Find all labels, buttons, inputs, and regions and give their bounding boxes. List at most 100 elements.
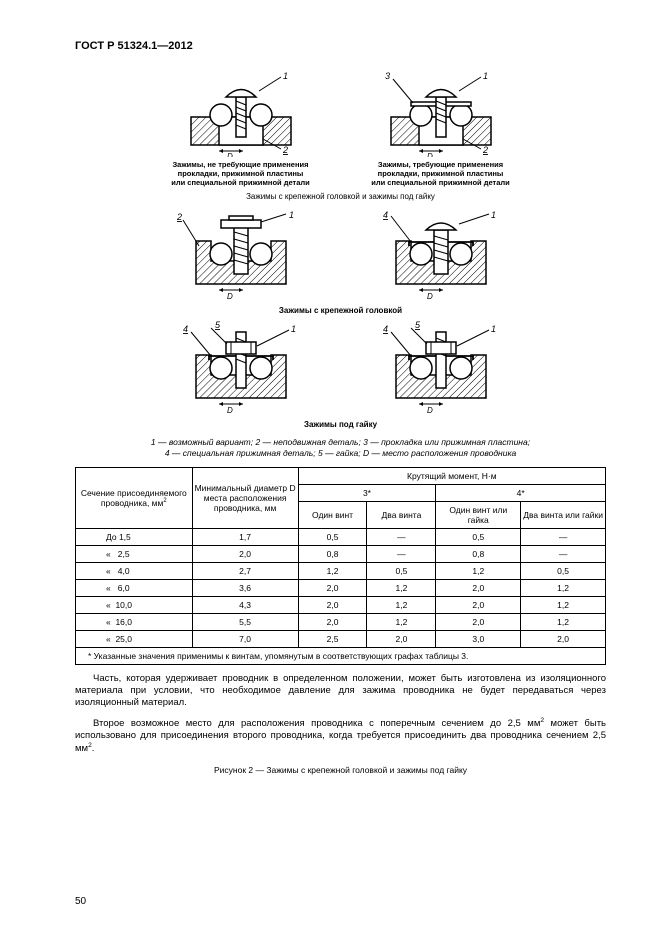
table-cell: 0,5 xyxy=(436,529,521,546)
svg-text:2: 2 xyxy=(176,212,182,222)
svg-text:3: 3 xyxy=(385,71,390,81)
table-cell: 4,3 xyxy=(192,597,298,614)
svg-text:1: 1 xyxy=(491,324,496,334)
th-diameter: Минимальный диаметр D места расположения… xyxy=(192,468,298,529)
table-cell: 2,0 xyxy=(192,546,298,563)
svg-text:1: 1 xyxy=(289,210,294,220)
table-cell: 2,0 xyxy=(436,580,521,597)
table-cell: 0,5 xyxy=(367,563,436,580)
table-cell: 2,0 xyxy=(367,631,436,648)
th-group-3: 3* xyxy=(298,485,436,502)
diagram-head-clamp-2: D 4 1 xyxy=(371,206,511,301)
th-two-screw-a: Два винта xyxy=(367,502,436,529)
th-group-4: 4* xyxy=(436,485,606,502)
caption-no-washer: Зажимы, не требующие применения прокладк… xyxy=(171,160,310,187)
th-section: Сечение присоединяемо­го проводника, мм xyxy=(81,488,187,508)
table-cell: « 4,0 xyxy=(76,563,193,580)
table-cell: 2,0 xyxy=(521,631,606,648)
svg-text:D: D xyxy=(227,152,233,157)
table-cell: До 1,5 xyxy=(76,529,193,546)
table-cell: 2,0 xyxy=(298,580,367,597)
table-cell: — xyxy=(367,529,436,546)
svg-text:1: 1 xyxy=(491,210,496,220)
svg-text:5: 5 xyxy=(215,320,221,330)
table-cell: 3,0 xyxy=(436,631,521,648)
table-cell: 0,5 xyxy=(298,529,367,546)
svg-text:D: D xyxy=(427,152,433,157)
table-cell: 1,2 xyxy=(298,563,367,580)
table-cell: 5,5 xyxy=(192,614,298,631)
table-cell: 1,7 xyxy=(192,529,298,546)
table-cell: 7,0 xyxy=(192,631,298,648)
legend-line-2: 4 — специальная прижимная деталь; 5 — га… xyxy=(165,448,516,458)
table-cell: 0,8 xyxy=(436,546,521,563)
table-cell: « 2,5 xyxy=(76,546,193,563)
table-cell: — xyxy=(521,546,606,563)
table-row: « 2,52,00,8—0,8— xyxy=(76,546,606,563)
table-cell: 2,5 xyxy=(298,631,367,648)
page-number: 50 xyxy=(75,896,86,907)
table-row: До 1,51,70,5—0,5— xyxy=(76,529,606,546)
diagram-row-1: D 1 2 Зажимы, не требующие применения пр… xyxy=(75,67,606,187)
svg-text:D: D xyxy=(427,406,433,415)
table-cell: 1,2 xyxy=(521,580,606,597)
table-cell: 1,2 xyxy=(521,614,606,631)
svg-text:4: 4 xyxy=(383,324,388,334)
svg-text:1: 1 xyxy=(283,71,288,81)
svg-text:2: 2 xyxy=(282,145,288,155)
table-cell: « 6,0 xyxy=(76,580,193,597)
table-cell: 2,0 xyxy=(436,614,521,631)
diagram-clamp-no-washer: D 1 2 xyxy=(171,67,311,157)
th-one-screw-a: Один винт xyxy=(298,502,367,529)
torque-table: Сечение присоединяемо­го проводника, мм 2… xyxy=(75,467,606,665)
table-row: « 10,04,32,01,22,01,2 xyxy=(76,597,606,614)
table-cell: 2,0 xyxy=(298,597,367,614)
table-cell: 1,2 xyxy=(367,580,436,597)
svg-text:1: 1 xyxy=(291,324,296,334)
svg-text:D: D xyxy=(227,292,233,301)
table-cell: — xyxy=(521,529,606,546)
table-row: « 4,02,71,20,51,20,5 xyxy=(76,563,606,580)
table-cell: 2,0 xyxy=(298,614,367,631)
diagram-clamp-with-washer: D 3 1 2 xyxy=(371,67,511,157)
table-row: « 25,07,02,52,03,02,0 xyxy=(76,631,606,648)
section-title-top: Зажимы с крепежной головкой и зажимы под… xyxy=(75,192,606,201)
table-cell: 0,5 xyxy=(521,563,606,580)
diagram-row-3: D 4 5 1 D 4 5 1 xyxy=(75,320,606,415)
table-cell: « 25,0 xyxy=(76,631,193,648)
th-two-screw-nut: Два винта или гайки xyxy=(521,502,606,529)
table-cell: « 16,0 xyxy=(76,614,193,631)
table-cell: — xyxy=(367,546,436,563)
table-cell: 3,6 xyxy=(192,580,298,597)
table-cell: 1,2 xyxy=(436,563,521,580)
svg-text:D: D xyxy=(427,292,433,301)
doc-reference: ГОСТ Р 51324.1—2012 xyxy=(75,40,606,52)
svg-text:4: 4 xyxy=(383,210,388,220)
svg-text:4: 4 xyxy=(183,324,188,334)
svg-text:5: 5 xyxy=(415,320,421,330)
table-cell: 0,8 xyxy=(298,546,367,563)
table-cell: 1,2 xyxy=(521,597,606,614)
figure-caption: Рисунок 2 — Зажимы с крепежной головкой … xyxy=(75,765,606,775)
diagram-row-2: D 2 1 D 4 1 xyxy=(75,206,606,301)
svg-text:D: D xyxy=(227,406,233,415)
th-one-screw-nut: Один винт или гайка xyxy=(436,502,521,529)
section-title-mid: Зажимы с крепежной головкой xyxy=(75,306,606,315)
table-cell: 2,7 xyxy=(192,563,298,580)
diagram-nut-clamp-1: D 4 5 1 xyxy=(171,320,311,415)
diagram-head-clamp-1: D 2 1 xyxy=(171,206,311,301)
table-row: « 6,03,62,01,22,01,2 xyxy=(76,580,606,597)
paragraph-2: Второе возможное место для расположения … xyxy=(75,717,606,755)
table-row: « 16,05,52,01,22,01,2 xyxy=(76,614,606,631)
diagram-nut-clamp-2: D 4 5 1 xyxy=(371,320,511,415)
legend-line-1: 1 — возможный вариант; 2 — неподвижная д… xyxy=(151,437,530,447)
legend: 1 — возможный вариант; 2 — неподвижная д… xyxy=(75,437,606,459)
table-cell: 1,2 xyxy=(367,597,436,614)
table-cell: 1,2 xyxy=(367,614,436,631)
paragraph-1: Часть, которая удерживает проводник в оп… xyxy=(75,673,606,709)
table-cell: « 10,0 xyxy=(76,597,193,614)
table-footnote: * Указанные значения применимы к винтам,… xyxy=(76,648,606,665)
table-cell: 2,0 xyxy=(436,597,521,614)
section-title-bot: Зажимы под гайку xyxy=(75,420,606,429)
caption-with-washer: Зажимы, требующие применения прокладки, … xyxy=(371,160,510,187)
